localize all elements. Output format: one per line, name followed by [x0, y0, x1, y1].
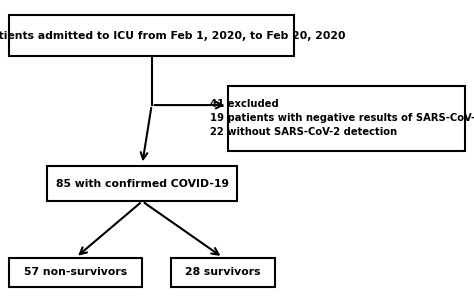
Text: 28 survivors: 28 survivors	[185, 267, 261, 277]
Text: 41 excluded
19 patients with negative results of SARS-CoV-2
22 without SARS-CoV-: 41 excluded 19 patients with negative re…	[210, 99, 474, 137]
Text: 85 with confirmed COVID-19: 85 with confirmed COVID-19	[56, 178, 228, 189]
FancyBboxPatch shape	[171, 258, 275, 287]
FancyBboxPatch shape	[9, 258, 142, 287]
Text: 57 non-survivors: 57 non-survivors	[24, 267, 128, 277]
FancyBboxPatch shape	[47, 166, 237, 201]
FancyBboxPatch shape	[228, 86, 465, 151]
Text: 126 patients admitted to ICU from Feb 1, 2020, to Feb 20, 2020: 126 patients admitted to ICU from Feb 1,…	[0, 30, 346, 41]
FancyBboxPatch shape	[9, 15, 294, 56]
